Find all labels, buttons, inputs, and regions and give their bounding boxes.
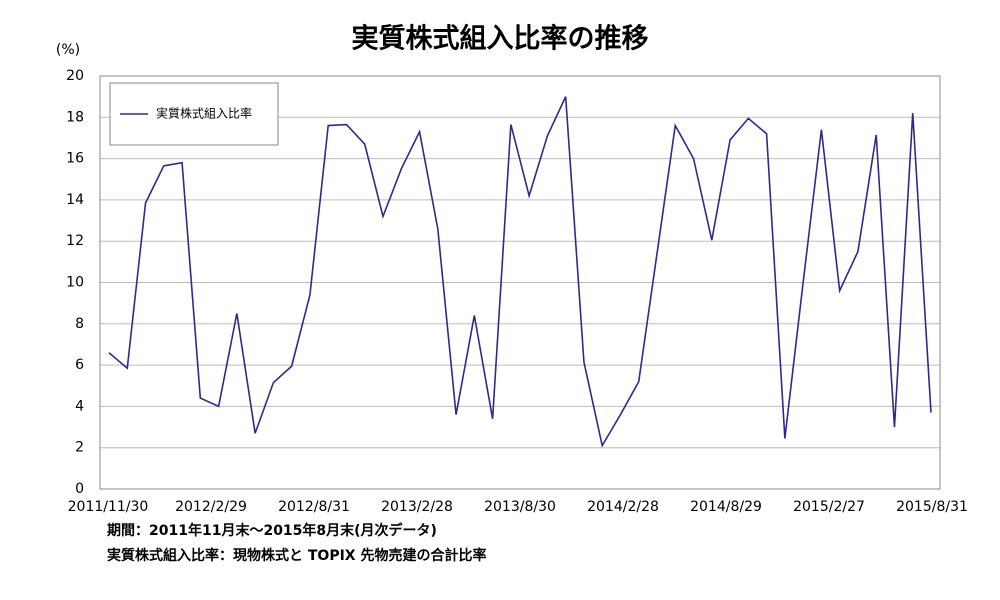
legend-label: 実質株式組入比率 [156, 106, 252, 121]
y-tick-label: 12 [66, 233, 84, 249]
x-tick-label: 2012/2/29 [175, 499, 247, 515]
x-tick-label: 2015/2/27 [793, 499, 865, 515]
x-tick-label: 2013/2/28 [381, 499, 453, 515]
x-tick-label: 2012/8/31 [278, 499, 350, 515]
chart-title: 実質株式組入比率の推移 [352, 23, 649, 55]
note: 実質株式組入比率：現物株式と TOPIX 先物売建の合計比率 [107, 547, 486, 564]
x-tick-label: 2014/8/29 [690, 499, 762, 515]
y-tick-label: 14 [66, 192, 84, 208]
y-tick-label: 6 [75, 357, 84, 373]
y-tick-label: 16 [66, 151, 84, 167]
data-line [108, 96, 932, 448]
note: 期間：2011年11月末～2015年8月末(月次データ) [107, 522, 437, 539]
x-tick-label: 2015/8/31 [896, 499, 968, 515]
y-tick-label: 8 [75, 316, 84, 332]
y-tick-label: 20 [66, 68, 84, 84]
y-tick-label: 18 [66, 109, 84, 125]
y-tick-label: 2 [75, 440, 84, 456]
y-tick-label: 10 [66, 275, 84, 291]
y-unit: (%) [56, 42, 80, 58]
x-tick-label: 2014/2/28 [587, 499, 659, 515]
y-tick-label: 4 [75, 398, 84, 414]
y-tick-label: 0 [75, 481, 84, 497]
plot-frame [99, 75, 941, 490]
x-tick-label: 2013/8/30 [484, 499, 556, 515]
x-tick-label: 2011/11/30 [68, 499, 149, 515]
